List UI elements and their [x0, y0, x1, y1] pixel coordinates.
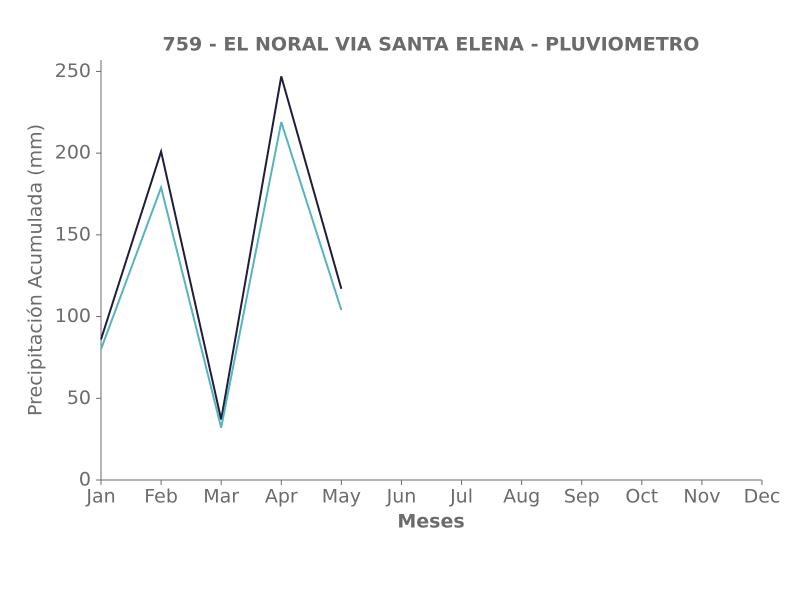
chart-title: 759 - EL NORAL VIA SANTA ELENA - PLUVIOM… — [163, 34, 700, 56]
x-tick-label: Mar — [203, 486, 239, 508]
x-tick-label: Sep — [564, 486, 600, 508]
y-tick-label: 200 — [55, 142, 91, 164]
line-series — [100, 76, 343, 420]
line-series — [100, 121, 343, 428]
y-tick-label: 50 — [67, 387, 91, 409]
x-axis-label: Meses — [397, 511, 464, 533]
y-tick-label: 100 — [55, 305, 91, 327]
y-tick-label: 150 — [55, 223, 91, 245]
x-tick-label: Jan — [85, 486, 115, 508]
x-tick-label: Jul — [449, 486, 473, 508]
x-tick-label: Apr — [265, 486, 298, 508]
y-tick-label: 0 — [79, 469, 91, 491]
x-tick-label: Nov — [683, 486, 720, 508]
x-tick-label: Dec — [744, 486, 781, 508]
x-tick-label: Feb — [144, 486, 178, 508]
x-tick-label: May — [322, 486, 361, 508]
x-tick-label: Jun — [386, 486, 417, 508]
x-tick-label: Oct — [625, 486, 658, 508]
x-tick-label: Aug — [503, 486, 540, 508]
y-axis-label: Precipitación Acumulada (mm) — [25, 124, 47, 416]
y-tick-label: 250 — [55, 60, 91, 82]
